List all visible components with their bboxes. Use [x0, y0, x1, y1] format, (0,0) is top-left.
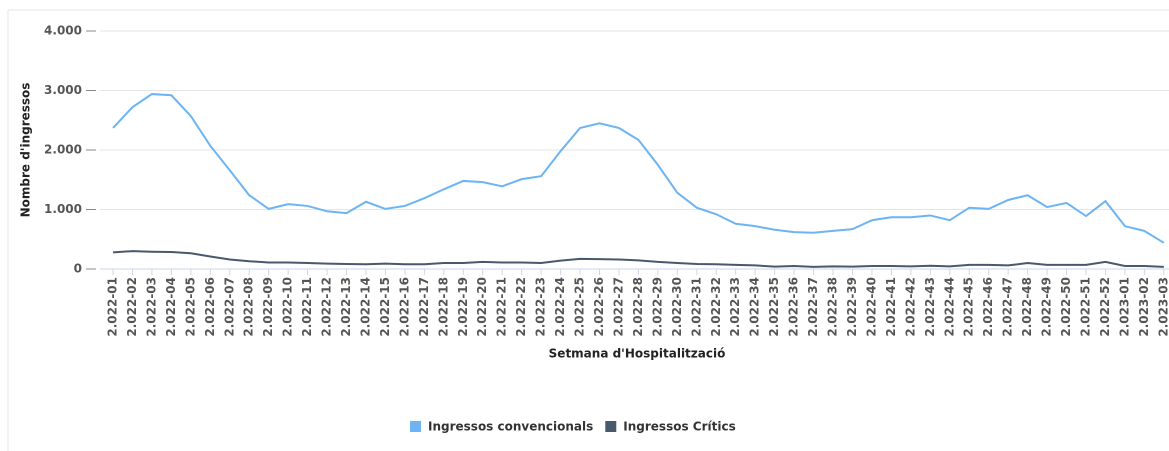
x-tick-label: 2.022-07	[222, 277, 236, 337]
x-tick-label: 2.022-20	[475, 277, 489, 337]
x-tick-label: 2.022-14	[358, 277, 372, 337]
x-tick-label: 2.022-47	[1001, 277, 1015, 337]
x-tick-label: 2.022-21	[495, 277, 509, 337]
x-tick-label: 2.022-33	[728, 277, 742, 337]
x-tick-label: 2.022-30	[670, 277, 684, 337]
x-tick-label: 2.022-28	[631, 277, 645, 337]
x-tick-label: 2.022-46	[981, 277, 995, 337]
x-tick-label: 2.022-23	[534, 277, 548, 337]
x-tick-label: 2.022-50	[1059, 277, 1073, 337]
x-tick-label: 2.022-51	[1079, 277, 1093, 337]
x-tick-label: 2.022-36	[787, 277, 801, 337]
x-tick-label: 2.022-16	[397, 277, 411, 337]
x-tick-label: 2.022-38	[826, 277, 840, 337]
y-tick-label: 0	[74, 262, 82, 276]
x-tick-label: 2.022-22	[514, 277, 528, 337]
x-tick-label: 2.022-11	[300, 277, 314, 337]
x-tick-label: 2.022-39	[845, 277, 859, 337]
y-tick-label: 4.000	[44, 24, 82, 38]
x-tick-label: 2.022-26	[592, 277, 606, 337]
x-tick-label: 2.022-40	[864, 277, 878, 337]
x-tick-label: 2.022-10	[281, 277, 295, 337]
x-tick-label: 2.022-44	[942, 277, 956, 337]
x-tick-label: 2.022-49	[1040, 277, 1054, 337]
series-line	[112, 93, 1165, 244]
x-tick-label: 2.022-35	[767, 277, 781, 337]
x-tick-label: 2.022-27	[611, 277, 625, 337]
x-tick-label: 2.022-03	[144, 277, 158, 337]
legend-label[interactable]: Ingressos convencionals	[428, 420, 593, 434]
x-tick-label: 2.022-13	[339, 277, 353, 337]
series-line	[112, 250, 1164, 268]
y-tick-label: 3.000	[44, 83, 82, 97]
x-tick-label: 2.022-06	[203, 277, 217, 337]
x-tick-label: 2.022-17	[417, 277, 431, 337]
x-tick-label: 2.022-37	[806, 277, 820, 337]
x-tick-label: 2.022-08	[242, 277, 256, 337]
legend-swatch[interactable]	[605, 421, 617, 432]
x-tick-label: 2.023-02	[1137, 277, 1151, 337]
x-tick-label: 2.022-01	[106, 277, 120, 337]
x-tick-label: 2.022-45	[962, 277, 976, 337]
x-tick-label: 2.022-04	[164, 277, 178, 337]
x-tick-label: 2.022-15	[378, 277, 392, 337]
y-axis-title: Nombre d'ingressos	[19, 83, 33, 218]
legend-swatch[interactable]	[410, 421, 421, 432]
x-tick-label: 2.022-42	[903, 277, 917, 337]
x-tick-label: 2.022-05	[183, 277, 197, 337]
x-tick-label: 2.023-03	[1156, 277, 1169, 337]
legend-label[interactable]: Ingressos Crítics	[623, 420, 735, 434]
x-tick-label: 2.023-01	[1117, 277, 1131, 337]
y-tick-label: 2.000	[44, 143, 82, 157]
x-tick-label: 2.022-43	[923, 277, 937, 337]
x-tick-label: 2.022-34	[748, 277, 762, 337]
x-tick-label: 2.022-31	[689, 277, 703, 337]
x-tick-label: 2.022-02	[125, 277, 139, 337]
x-axis-title: Setmana d'Hospitalització	[549, 347, 726, 361]
x-tick-label: 2.022-25	[573, 277, 587, 337]
x-tick-label: 2.022-41	[884, 277, 898, 337]
x-tick-label: 2.022-48	[1020, 277, 1034, 337]
x-tick-label: 2.022-29	[650, 277, 664, 337]
y-tick-label: 1.000	[44, 202, 82, 216]
x-tick-label: 2.022-18	[436, 277, 450, 337]
x-tick-label: 2.022-52	[1098, 277, 1112, 337]
x-tick-label: 2.022-09	[261, 277, 275, 337]
x-tick-label: 2.022-12	[320, 277, 334, 337]
x-tick-label: 2.022-19	[456, 277, 470, 337]
x-tick-label: 2.022-32	[709, 277, 723, 337]
x-tick-label: 2.022-24	[553, 277, 567, 337]
